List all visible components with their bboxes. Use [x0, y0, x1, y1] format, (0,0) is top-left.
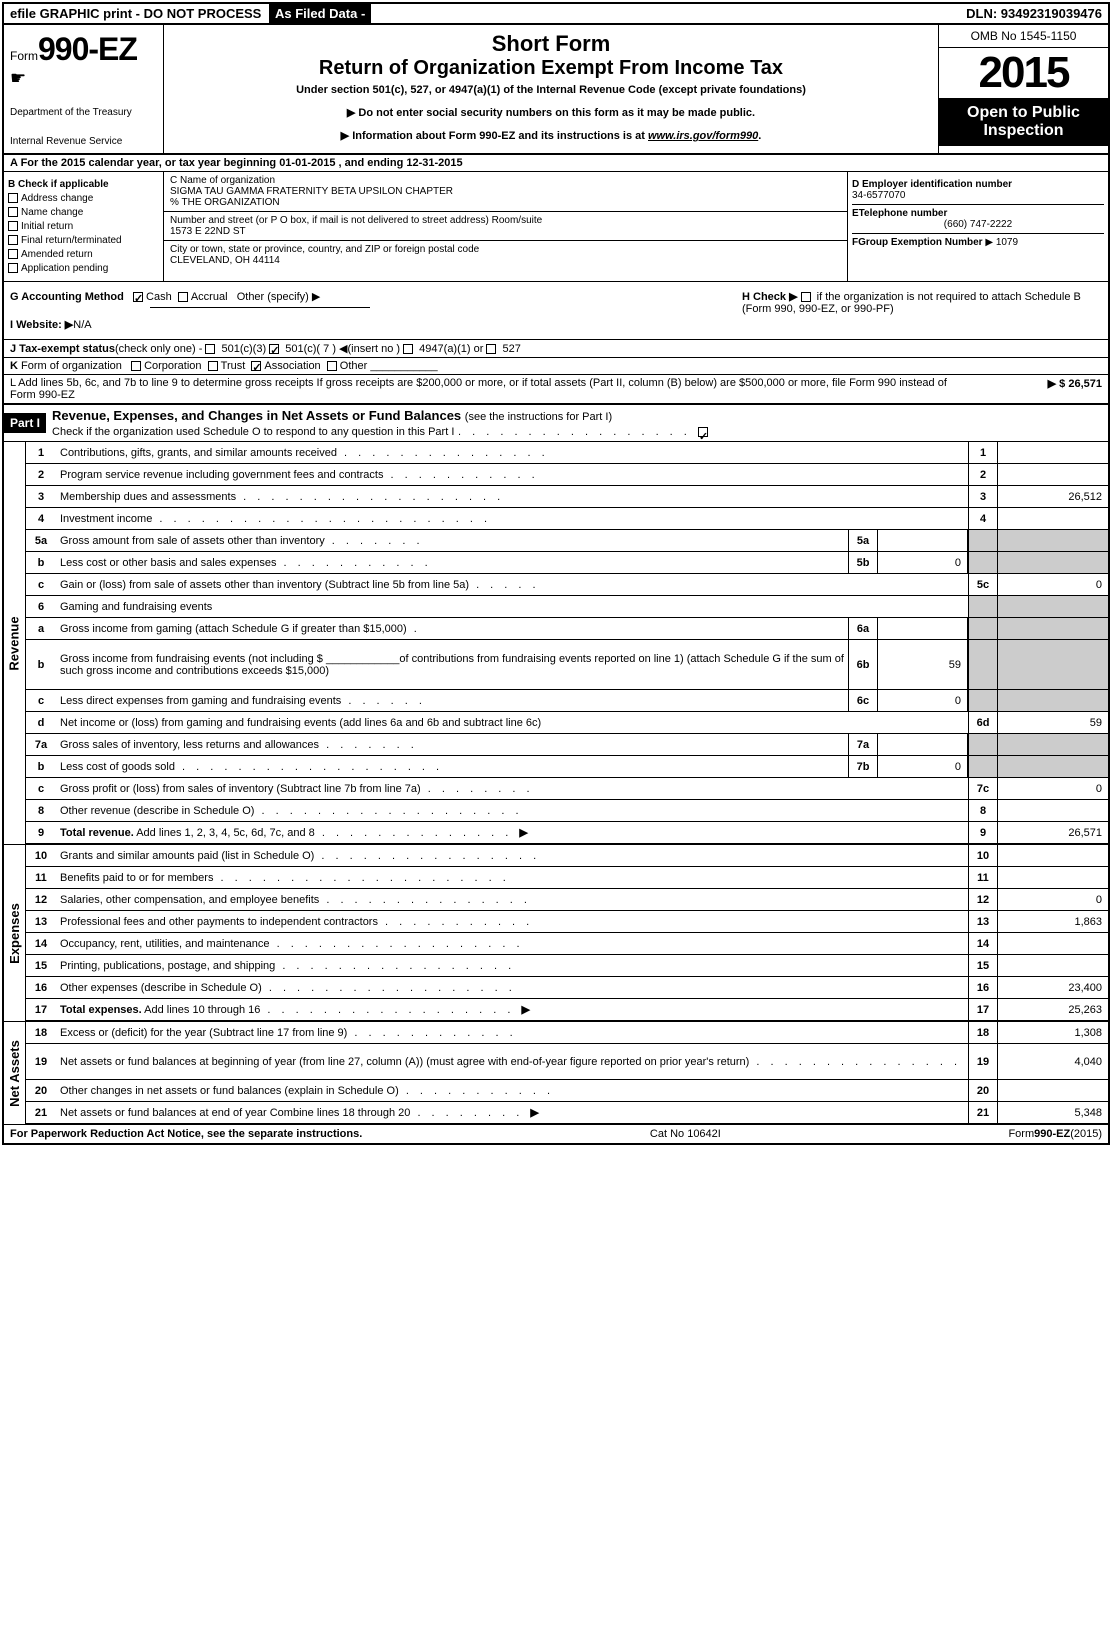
website-row: I Website: ▶N/A [10, 318, 742, 331]
street: 1573 E 22ND ST [170, 226, 841, 237]
b-title: B Check if applicable [8, 179, 159, 190]
revenue-side-label: Revenue [4, 442, 26, 844]
section-bcd: B Check if applicable Address change Nam… [4, 172, 1108, 282]
cb-name: Name change [8, 207, 159, 218]
section-gh: G Accounting Method Cash Accrual Other (… [4, 282, 1108, 339]
section-l: L Add lines 5b, 6c, and 7b to line 9 to … [4, 374, 1108, 403]
efile-text: efile GRAPHIC print - DO NOT PROCESS [10, 6, 261, 21]
tel: (660) 747-2222 [852, 219, 1104, 230]
short-form-title: Short Form [170, 31, 932, 57]
cb-final: Final return/terminated [8, 235, 159, 246]
city-row: City or town, state or province, country… [164, 241, 847, 269]
col-gh-right: H Check ▶ if the organization is not req… [742, 290, 1102, 331]
form-prefix: Form [10, 49, 38, 63]
top-bar: efile GRAPHIC print - DO NOT PROCESS As … [4, 4, 1108, 25]
ein: 34-6577070 [852, 190, 1104, 201]
col-d: D Employer identification number 34-6577… [848, 172, 1108, 281]
col-gh-left: G Accounting Method Cash Accrual Other (… [10, 290, 742, 331]
as-filed-tab: As Filed Data - [269, 4, 371, 23]
under-section: Under section 501(c), 527, or 4947(a)(1)… [170, 84, 932, 96]
city: CLEVELAND, OH 44114 [170, 255, 841, 266]
irs: Internal Revenue Service [10, 136, 157, 147]
header-left: Form990-EZ ☛ Department of the Treasury … [4, 25, 164, 153]
paperwork-notice: For Paperwork Reduction Act Notice, see … [10, 1128, 362, 1140]
header-right: OMB No 1545-1150 2015 Open to Public Ins… [938, 25, 1108, 153]
part1-header: Part I Revenue, Expenses, and Changes in… [4, 403, 1108, 442]
row-a: A For the 2015 calendar year, or tax yea… [4, 155, 1108, 172]
website-val: N/A [73, 319, 91, 331]
form-ref: Form990-EZ(2015) [1008, 1128, 1102, 1140]
tax-year: 2015 [939, 48, 1108, 98]
group-num: ▶ 1079 [985, 237, 1018, 248]
accounting-method: G Accounting Method Cash Accrual Other (… [10, 290, 742, 303]
revenue-section: Revenue 1Contributions, gifts, grants, a… [4, 442, 1108, 844]
open-to-public: Open to Public Inspection [939, 98, 1108, 146]
col-c: C Name of organization SIGMA TAU GAMMA F… [164, 172, 848, 281]
section-j: J Tax-exempt status(check only one) - 50… [4, 339, 1108, 357]
header-row: Form990-EZ ☛ Department of the Treasury … [4, 25, 1108, 155]
part1-label: Part I [4, 413, 46, 433]
street-row: Number and street (or P O box, if mail i… [164, 212, 847, 241]
cb-cash[interactable] [133, 292, 143, 302]
other-underline [150, 307, 370, 308]
ein-row: D Employer identification number 34-6577… [852, 176, 1104, 205]
tel-row: ETelephone number (660) 747-2222 [852, 205, 1104, 234]
instr-1: ▶ Do not enter social security numbers o… [170, 106, 932, 119]
cb-accrual[interactable] [178, 292, 188, 302]
pointer-icon: ☛ [10, 68, 157, 89]
irs-link[interactable]: www.irs.gov/form990 [648, 130, 758, 142]
org-name: SIGMA TAU GAMMA FRATERNITY BETA UPSILON … [170, 186, 841, 197]
cb-amended: Amended return [8, 249, 159, 260]
cb-h[interactable] [801, 292, 811, 302]
form-990ez: efile GRAPHIC print - DO NOT PROCESS As … [2, 2, 1110, 1145]
expenses-side-label: Expenses [4, 845, 26, 1021]
netassets-section: Net Assets 18Excess or (deficit) for the… [4, 1021, 1108, 1124]
cb-pending: Application pending [8, 263, 159, 274]
netassets-side-label: Net Assets [4, 1022, 26, 1124]
expenses-section: Expenses 10Grants and similar amounts pa… [4, 844, 1108, 1021]
footer: For Paperwork Reduction Act Notice, see … [4, 1124, 1108, 1143]
return-title: Return of Organization Exempt From Incom… [170, 57, 932, 80]
gross-receipts: ▶ $ 26,571 [952, 377, 1102, 401]
instr-2: ▶ Information about Form 990-EZ and its … [170, 129, 932, 142]
header-mid: Short Form Return of Organization Exempt… [164, 25, 938, 153]
col-b: B Check if applicable Address change Nam… [4, 172, 164, 281]
dln: DLN: 93492319039476 [966, 6, 1102, 21]
cb-initial: Initial return [8, 221, 159, 232]
section-k: K Form of organization Corporation Trust… [4, 357, 1108, 374]
cat-no: Cat No 10642I [650, 1128, 721, 1140]
topbar-left: efile GRAPHIC print - DO NOT PROCESS As … [10, 6, 371, 21]
form-number: 990-EZ [38, 31, 137, 67]
group-row: FGroup Exemption Number ▶ 1079 [852, 234, 1104, 251]
cb-address: Address change [8, 193, 159, 204]
care-of: % THE ORGANIZATION [170, 197, 841, 208]
cb-part1[interactable] [698, 427, 708, 437]
org-name-row: C Name of organization SIGMA TAU GAMMA F… [164, 172, 847, 212]
dept-treasury: Department of the Treasury [10, 107, 157, 118]
omb-number: OMB No 1545-1150 [939, 25, 1108, 48]
